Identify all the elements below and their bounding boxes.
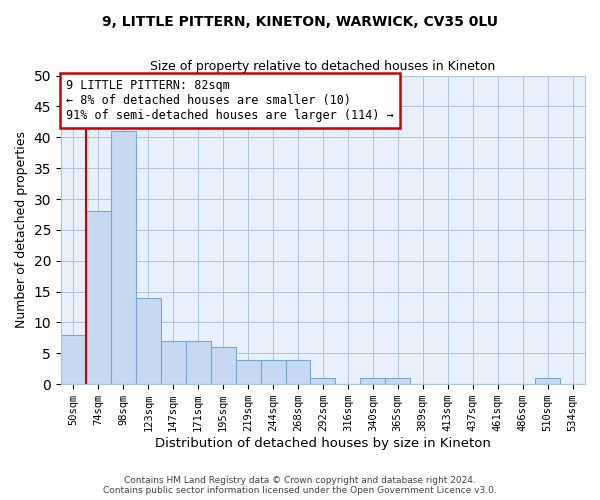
Title: Size of property relative to detached houses in Kineton: Size of property relative to detached ho… (151, 60, 496, 73)
Bar (260, 360, 286, 384)
Bar (211, 347, 236, 384)
Bar (161, 341, 185, 384)
Bar (61, 335, 86, 384)
Bar (236, 360, 260, 384)
Text: 9 LITTLE PITTERN: 82sqm
← 8% of detached houses are smaller (10)
91% of semi-det: 9 LITTLE PITTERN: 82sqm ← 8% of detached… (66, 78, 394, 122)
Bar (310, 378, 335, 384)
Bar (361, 378, 385, 384)
Bar (185, 341, 211, 384)
X-axis label: Distribution of detached houses by size in Kineton: Distribution of detached houses by size … (155, 437, 491, 450)
Text: Contains HM Land Registry data © Crown copyright and database right 2024.
Contai: Contains HM Land Registry data © Crown c… (103, 476, 497, 495)
Text: 9, LITTLE PITTERN, KINETON, WARWICK, CV35 0LU: 9, LITTLE PITTERN, KINETON, WARWICK, CV3… (102, 15, 498, 29)
Bar (286, 360, 310, 384)
Bar (385, 378, 410, 384)
Bar (535, 378, 560, 384)
Y-axis label: Number of detached properties: Number of detached properties (15, 132, 28, 328)
Bar (86, 212, 111, 384)
Bar (111, 131, 136, 384)
Bar (136, 298, 161, 384)
